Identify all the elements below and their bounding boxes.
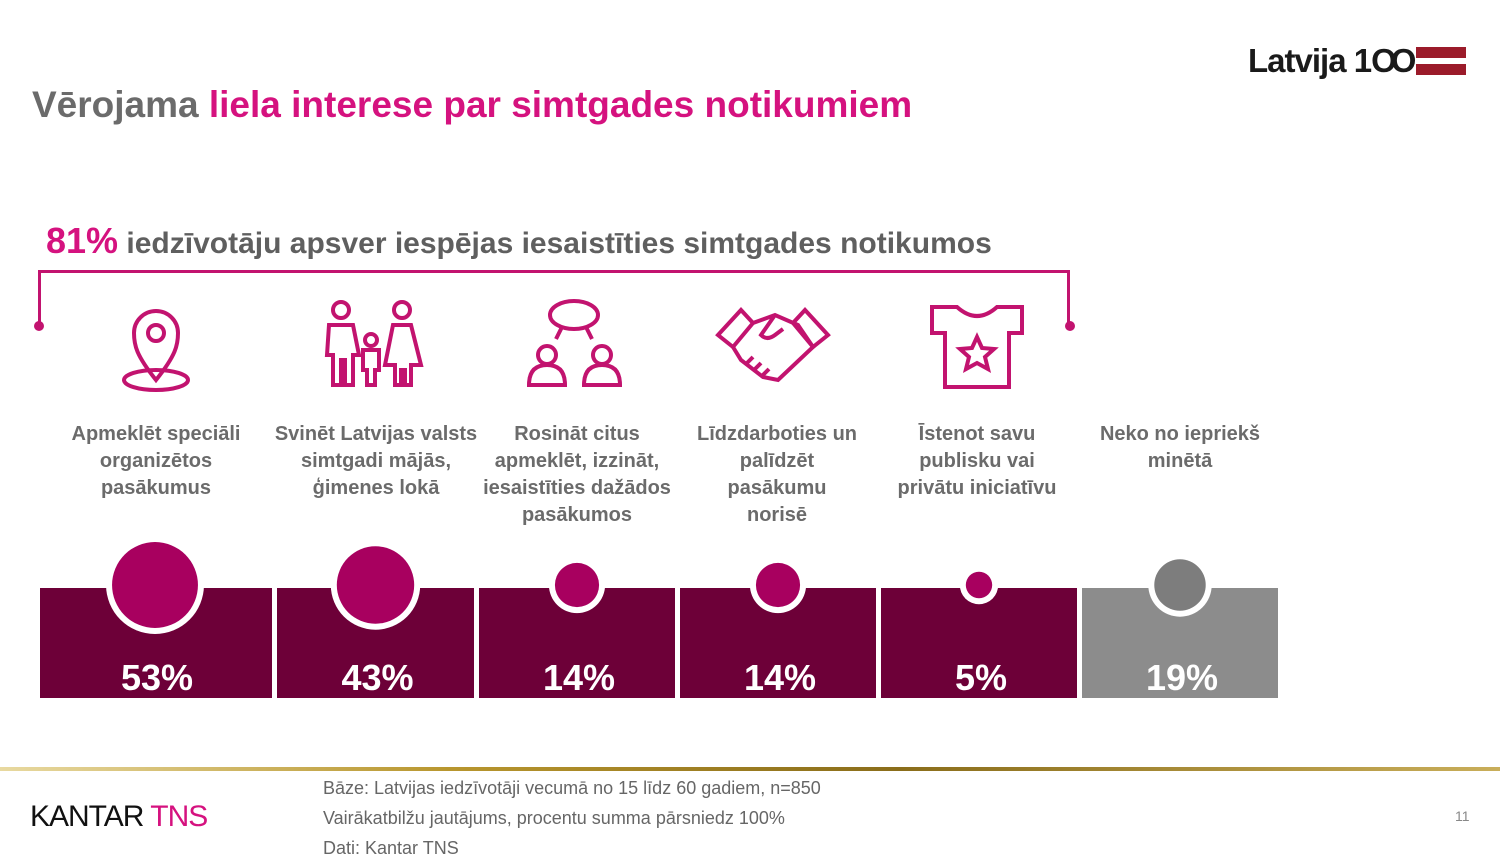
bubble	[755, 562, 801, 608]
bar	[881, 588, 1077, 698]
tshirt-star-icon	[930, 305, 1024, 389]
bubble-bar-chart: 53% 43% 14% 14% 5% 19%	[40, 536, 1278, 698]
value-label: 14%	[543, 657, 615, 698]
subtitle-percent: 81%	[46, 220, 119, 261]
category-label: Svinēt Latvijas valsts simtgadi mājās, ģ…	[274, 423, 478, 499]
title-highlight: liela interese par simtgades notikumiem	[208, 84, 913, 125]
footnote-source: Dati: Kantar TNS	[323, 838, 459, 858]
bubble	[554, 562, 600, 608]
footnotes: Bāze: Latvijas iedzīvotāji vecumā no 15 …	[323, 773, 821, 860]
category-label: Īstenot savu publisku vai privātu inicia…	[897, 423, 1057, 499]
subtitle-text: iedzīvotāju apsver iespējas iesaistīties…	[126, 227, 992, 260]
bubble	[1154, 559, 1206, 611]
bubble	[965, 571, 993, 599]
value-label: 53%	[121, 657, 193, 698]
kantar-tns-logo: KANTAR TNS	[30, 800, 208, 833]
category-label: Līdzdarboties un palīdzēt pasākumu noris…	[697, 423, 857, 526]
value-label: 19%	[1146, 657, 1218, 698]
bracket-end-dot	[34, 321, 44, 331]
page-number: 11	[1455, 808, 1470, 824]
people-talking-icon	[526, 299, 623, 387]
bubble	[336, 546, 415, 624]
subtitle: 81% iedzīvotāju apsver iespējas iesaistī…	[46, 220, 992, 262]
footnote-multiple: Vairākatbilžu jautājums, procentu summa …	[323, 808, 785, 828]
bracket-end-dot	[1065, 321, 1075, 331]
category-label: Neko no iepriekš minētā	[1099, 423, 1261, 472]
bracket	[38, 270, 1070, 326]
latvija-100-logo: Latvija 1OO	[1248, 42, 1467, 80]
footer-divider	[0, 767, 1500, 771]
value-label: 5%	[955, 657, 1007, 698]
footnote-base: Bāze: Latvijas iedzīvotāji vecumā no 15 …	[323, 778, 821, 798]
family-icon	[324, 300, 424, 387]
page-title: Vērojama liela interese par simtgades no…	[32, 84, 912, 126]
category-label: Apmeklēt speciāli organizētos pasākumus	[71, 423, 241, 499]
category-label: Rosināt citus apmeklēt, izzināt, iesaist…	[483, 423, 671, 526]
value-label: 14%	[744, 657, 816, 698]
handshake-icon	[715, 307, 831, 383]
value-label: 43%	[341, 657, 413, 698]
location-pin-icon	[122, 309, 190, 392]
bubble	[112, 542, 198, 628]
latvian-flag-icon	[1416, 47, 1467, 75]
title-plain: Vērojama	[32, 84, 199, 125]
